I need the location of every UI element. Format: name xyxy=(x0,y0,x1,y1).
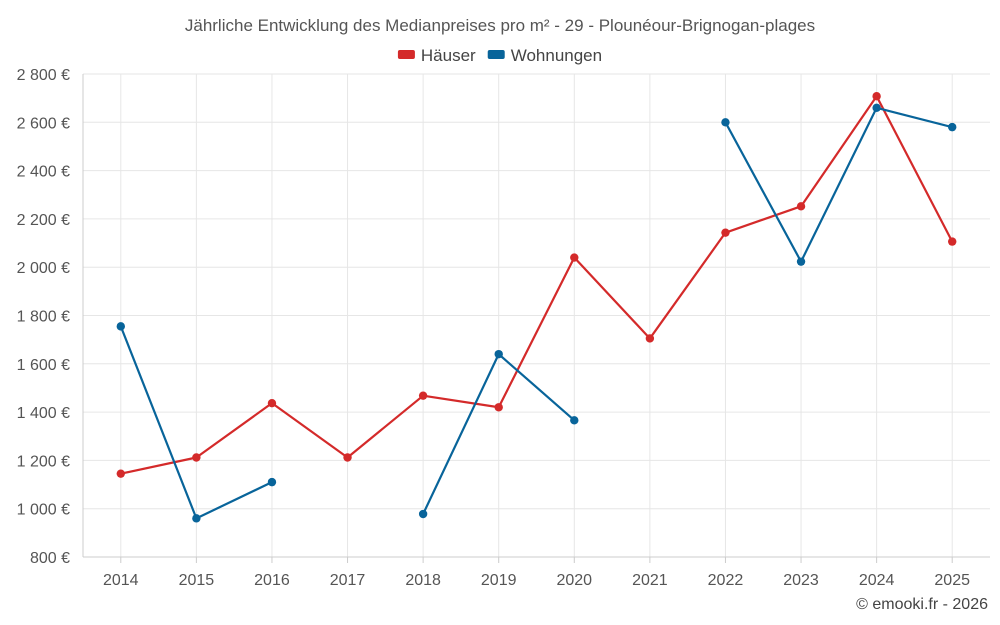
legend-label: Wohnungen xyxy=(511,46,602,65)
x-tick-label: 2019 xyxy=(481,572,517,589)
series-1 xyxy=(116,103,957,523)
x-tick-label: 2017 xyxy=(330,572,366,589)
data-point[interactable] xyxy=(948,122,957,132)
data-point[interactable] xyxy=(192,514,201,523)
x-tick-label: 2014 xyxy=(103,572,139,589)
data-point[interactable] xyxy=(116,469,125,478)
data-point[interactable] xyxy=(418,391,428,400)
data-point[interactable] xyxy=(570,253,579,262)
y-tick-label: 1 200 € xyxy=(17,453,70,470)
y-tick-label: 2 400 € xyxy=(17,164,70,181)
legend[interactable]: Häuser Wohnungen xyxy=(397,46,602,65)
data-point[interactable] xyxy=(116,322,125,331)
y-tick-label: 1 400 € xyxy=(17,405,70,422)
x-tick-label: 2023 xyxy=(783,572,819,589)
data-point[interactable] xyxy=(721,118,730,127)
data-point[interactable] xyxy=(796,257,806,266)
data-point[interactable] xyxy=(343,453,352,462)
x-tick-label: 2025 xyxy=(934,572,970,589)
data-point[interactable] xyxy=(872,92,881,101)
legend-label: Häuser xyxy=(421,46,476,65)
chart-title: Jährliche Entwicklung des Medianpreises … xyxy=(185,16,815,35)
x-axis: 2014 2015 2016 2017 2018 2019 2020 2021 2022 2023… xyxy=(103,557,970,589)
y-tick-label: 1 800 € xyxy=(17,309,70,326)
legend-swatch xyxy=(487,50,505,59)
y-tick-label: 1 600 € xyxy=(17,357,70,374)
legend-item[interactable]: Häuser xyxy=(397,46,476,65)
legend-item[interactable]: Wohnungen xyxy=(487,46,602,65)
grid xyxy=(82,73,990,558)
data-point[interactable] xyxy=(721,228,730,237)
x-tick-label: 2022 xyxy=(708,572,744,589)
series-line xyxy=(724,106,953,263)
x-tick-label: 2021 xyxy=(632,572,668,589)
data-point[interactable] xyxy=(267,477,277,487)
x-tick-label: 2020 xyxy=(556,572,592,589)
data-point[interactable] xyxy=(192,453,201,462)
y-tick-label: 2 600 € xyxy=(17,115,70,132)
x-tick-label: 2018 xyxy=(405,572,441,589)
data-point[interactable] xyxy=(570,416,579,425)
x-tick-label: 2015 xyxy=(179,572,215,589)
y-tick-label: 2 800 € xyxy=(17,67,70,84)
series-0 xyxy=(116,92,957,478)
data-point[interactable] xyxy=(267,398,277,408)
data-point[interactable] xyxy=(796,202,806,211)
plot-area xyxy=(116,92,957,523)
y-tick-label: 800 € xyxy=(30,550,70,567)
legend-swatch xyxy=(397,50,415,59)
credit-text: © emooki.fr - 2026 xyxy=(856,596,988,613)
series-line xyxy=(120,95,954,475)
x-tick-label: 2024 xyxy=(859,572,895,589)
data-point[interactable] xyxy=(418,509,428,519)
x-tick-label: 2016 xyxy=(254,572,290,589)
data-point[interactable] xyxy=(948,237,957,246)
data-point[interactable] xyxy=(494,403,503,412)
y-tick-label: 2 200 € xyxy=(17,212,70,229)
y-axis: 800 € 1 000 € 1 200 € 1 400 € 1 600 € 1 800 €… xyxy=(17,67,70,567)
y-tick-label: 1 000 € xyxy=(17,502,70,519)
data-point[interactable] xyxy=(872,103,881,113)
data-point[interactable] xyxy=(645,334,655,343)
data-point[interactable] xyxy=(494,349,503,359)
y-tick-label: 2 000 € xyxy=(17,260,70,277)
